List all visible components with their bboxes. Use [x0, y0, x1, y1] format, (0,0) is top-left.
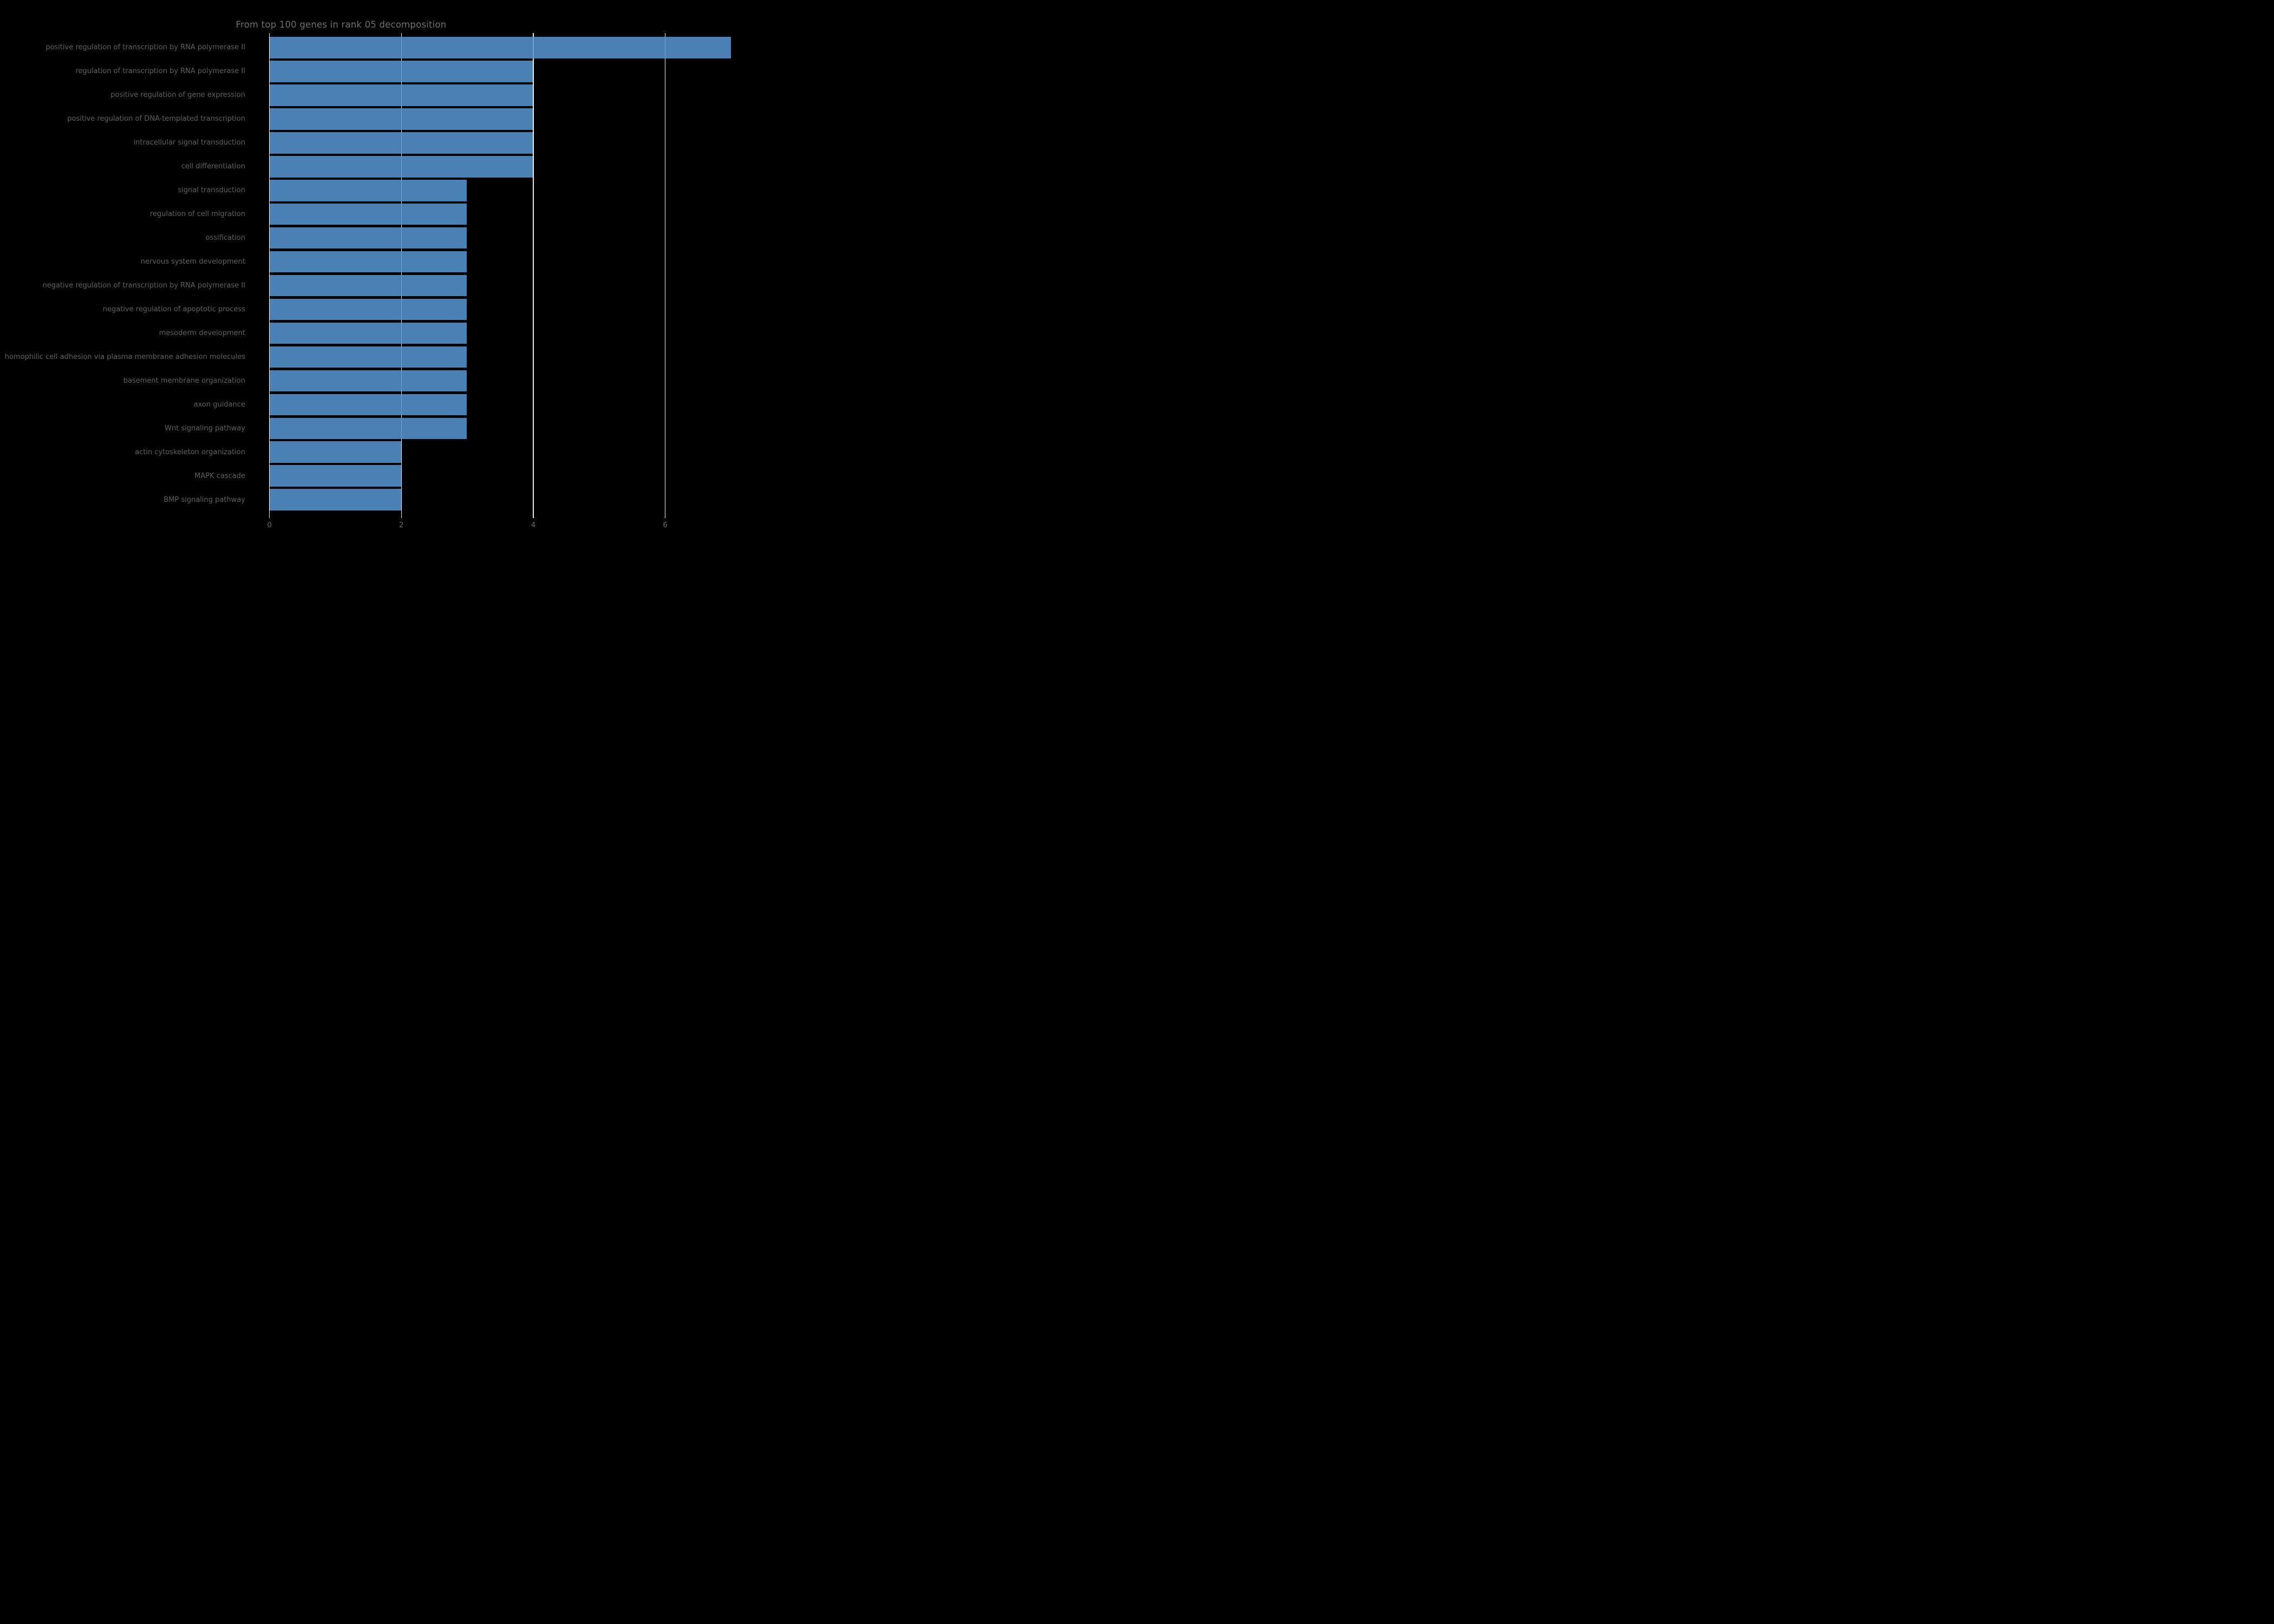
y-axis-label: nervous system development — [140, 258, 245, 266]
y-axis-label: MAPK cascade — [194, 472, 245, 480]
bar-13 — [270, 346, 467, 368]
bar-7 — [270, 203, 467, 225]
bar-17 — [270, 441, 401, 463]
y-axis-label: signal transduction — [178, 186, 245, 195]
bar-1 — [270, 60, 533, 82]
chart-title: From top 100 genes in rank 05 decomposit… — [236, 19, 447, 30]
gridline-x2 — [401, 33, 402, 514]
y-axis-label: negative regulation of transcription by … — [42, 281, 245, 290]
x-axis-tick-label: 0 — [267, 521, 272, 529]
bar-12 — [270, 322, 467, 344]
y-axis-label: BMP signaling pathway — [164, 495, 245, 504]
bar-16 — [270, 417, 467, 440]
bar-2 — [270, 84, 533, 106]
x-axis-tick-label: 6 — [663, 521, 668, 529]
y-axis-label: actin cytoskeleton organization — [135, 448, 245, 456]
gridline-x0 — [269, 33, 270, 514]
y-axis-label: axon guidance — [193, 400, 245, 409]
bar-3 — [270, 108, 533, 130]
bar-6 — [270, 179, 467, 201]
bar-0 — [270, 37, 731, 58]
y-axis-label: positive regulation of gene expression — [110, 91, 245, 100]
y-axis-label: regulation of cell migration — [149, 210, 245, 219]
bar-chart-figure: From top 100 genes in rank 05 decomposit… — [0, 0, 758, 541]
y-axis-label: Wnt signaling pathway — [165, 424, 245, 433]
y-axis-label: mesoderm development — [159, 329, 245, 337]
y-axis-label: positive regulation of DNA-templated tra… — [67, 115, 245, 123]
bar-15 — [270, 394, 467, 416]
bar-19 — [270, 489, 401, 511]
bar-10 — [270, 274, 467, 297]
bar-4 — [270, 132, 533, 154]
bar-8 — [270, 227, 467, 249]
x-axis-tick-label: 4 — [531, 521, 536, 529]
y-axis-label: positive regulation of transcription by … — [45, 43, 245, 52]
bar-5 — [270, 155, 533, 178]
y-axis-label: ossification — [205, 234, 245, 243]
y-axis-label: regulation of transcription by RNA polym… — [75, 67, 245, 76]
plot-area: 0 2 4 6 positive regulation of transcription… — [0, 0, 758, 541]
x-axis-tick — [401, 514, 402, 518]
x-axis-tick-label: 2 — [399, 521, 404, 529]
y-axis-label: negative regulation of apoptotic process — [102, 305, 245, 314]
bar-9 — [270, 251, 467, 273]
y-axis-label: cell differentiation — [181, 162, 245, 171]
y-axis-label: homophilic cell adhesion via plasma memb… — [4, 352, 245, 361]
y-axis-label: basement membrane organization — [123, 376, 245, 385]
x-axis-tick — [269, 514, 270, 518]
y-axis-label: intracellular signal transduction — [133, 139, 245, 147]
bar-14 — [270, 370, 467, 392]
bar-18 — [270, 465, 401, 487]
bar-11 — [270, 298, 467, 320]
